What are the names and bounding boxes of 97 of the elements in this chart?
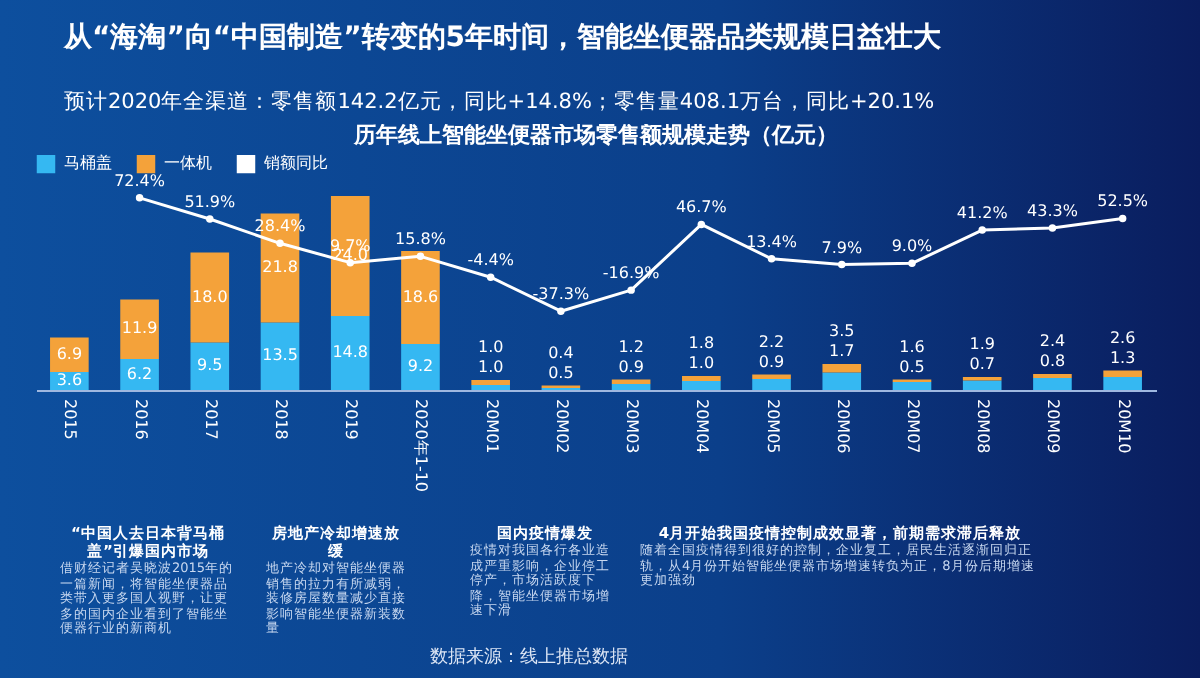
point: [1118, 214, 1127, 223]
data-label: 1.2: [618, 337, 644, 356]
x-tick-label: 2019: [342, 399, 361, 440]
bar: [330, 316, 370, 390]
data-label: 0.9: [758, 352, 785, 371]
point: [557, 307, 565, 315]
bar: [190, 252, 230, 343]
data-label: 2.4: [1039, 332, 1066, 350]
data-label: 6.9: [56, 344, 83, 363]
x-tick-label: 20M01: [482, 399, 501, 454]
data-label: 3.6: [56, 371, 83, 389]
data-label: 0.5: [899, 357, 925, 376]
x-tick-label: 20M02: [552, 399, 571, 454]
data-label: 1.8: [688, 334, 715, 352]
data-label: 1.9: [969, 335, 995, 353]
x-tick-label: 20M03: [623, 399, 642, 454]
bar: [401, 344, 440, 390]
text: 预计2020年全渠道：零售额142.2亿元，同比+14.8%；零售量408.1万台，同比+20.1%: [64, 88, 935, 116]
point: [838, 260, 846, 269]
bar: [752, 379, 791, 390]
data-label: 51.9%: [184, 193, 236, 212]
bar: [962, 380, 1002, 390]
point: [1048, 224, 1057, 232]
bar: [190, 342, 230, 390]
x-tick-label: 2015: [61, 399, 80, 440]
data-label: 7.9%: [821, 238, 863, 257]
data-label: 52.5%: [1097, 192, 1149, 211]
x-tick-label: 2020年1-10: [412, 399, 431, 493]
point: [908, 259, 916, 268]
bar: [1103, 370, 1142, 377]
data-label: 1.0: [477, 338, 504, 356]
data-label: 0.4: [548, 343, 574, 362]
bar: [682, 381, 721, 390]
data-label: 18.6: [402, 287, 439, 306]
data-label: 15.8%: [395, 230, 447, 249]
x-tick-label: 20M06: [833, 399, 852, 454]
source-note: 数据来源：线上推总数据: [430, 645, 628, 670]
x-tick-label: 20M08: [974, 399, 993, 454]
bar: [330, 196, 370, 316]
point: [276, 239, 284, 248]
data-label: 2.2: [758, 332, 785, 351]
data-label: 2.6: [1109, 328, 1136, 347]
data-label: 13.4%: [746, 232, 798, 251]
x-tick-label: 20M05: [763, 399, 782, 454]
data-label: 14.8: [332, 343, 369, 361]
text: 从“海淘”向“中国制造”转变的5年时间，智能坐便器品类规模日益壮大: [64, 20, 942, 56]
data-label: 18.0: [191, 287, 228, 306]
point: [697, 220, 706, 229]
data-label: 11.9: [121, 319, 158, 338]
point: [978, 226, 986, 234]
data-label: 0.7: [969, 355, 995, 373]
data-label: 41.2%: [956, 204, 1009, 223]
point: [627, 286, 635, 294]
bar: [822, 372, 862, 390]
point: [767, 255, 776, 263]
point: [135, 194, 144, 202]
data-label: 1.6: [899, 337, 925, 356]
point: [416, 252, 425, 261]
x-tick-label: 2016: [131, 399, 150, 440]
bar: [1033, 378, 1072, 390]
data-label: 72.4%: [114, 171, 166, 190]
data-label: 13.5: [262, 346, 298, 365]
point: [206, 215, 214, 223]
x-tick-label: 20M10: [1114, 399, 1133, 454]
bar: [1103, 377, 1142, 390]
x-tick-label: 20M09: [1044, 399, 1063, 454]
data-label: 0.9: [618, 357, 644, 376]
bar: [822, 364, 862, 373]
data-label: 1.3: [1109, 348, 1136, 367]
bar: [892, 382, 932, 390]
data-label: 9.5: [197, 356, 223, 375]
x-tick-label: 2018: [272, 399, 291, 440]
data-label: 43.3%: [1027, 201, 1079, 220]
bar: [401, 251, 440, 344]
data-label: 3.5: [829, 322, 855, 340]
legend-label: 马桶盖: [64, 154, 112, 173]
legend-label: 销额同比: [262, 154, 328, 173]
data-label: -4.4%: [467, 251, 515, 270]
bar: [260, 322, 300, 390]
bar: [611, 384, 651, 390]
data-label: 6.2: [126, 364, 153, 383]
data-label: -37.3%: [532, 285, 590, 304]
x-tick-label: 20M04: [693, 399, 712, 454]
bar: [120, 299, 159, 359]
legend-label: 一体机: [164, 154, 212, 173]
data-label: 0.5: [548, 363, 574, 382]
data-label: 0.8: [1039, 352, 1066, 370]
data-label: 1.0: [688, 354, 715, 372]
point: [486, 273, 495, 281]
data-label: 1.0: [477, 358, 504, 376]
x-tick-label: 2017: [201, 399, 220, 440]
data-label: 9.2: [407, 357, 434, 375]
data-label: 1.7: [829, 342, 855, 360]
data-label: 9.0%: [891, 237, 934, 256]
data-label: 21.8: [262, 258, 298, 276]
data-label: 46.7%: [675, 198, 728, 217]
x-tick-label: 20M07: [903, 399, 922, 454]
